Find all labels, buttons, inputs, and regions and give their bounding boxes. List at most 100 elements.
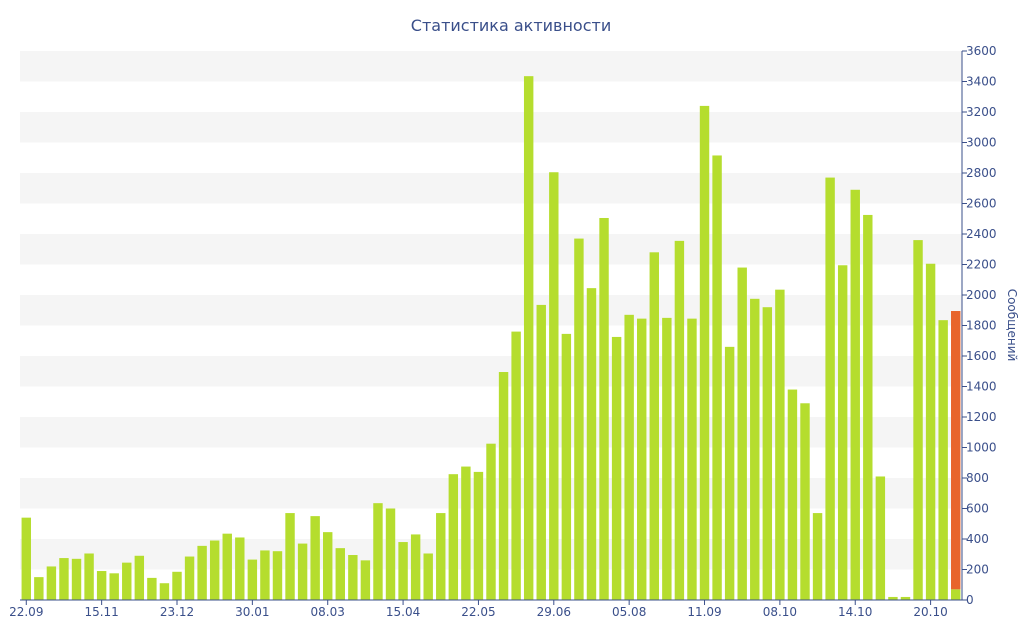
bar bbox=[486, 443, 496, 600]
y-axis-label: Сообщений bbox=[1005, 289, 1019, 362]
bar-current-base bbox=[951, 589, 961, 600]
bar bbox=[21, 517, 31, 600]
bar bbox=[888, 596, 898, 600]
bar bbox=[523, 76, 534, 601]
bar bbox=[649, 252, 659, 601]
bar bbox=[247, 559, 258, 600]
bar bbox=[825, 177, 835, 600]
bar bbox=[724, 346, 735, 600]
bar bbox=[938, 320, 948, 600]
y-tick-label: 200 bbox=[966, 563, 989, 577]
bar-current bbox=[951, 311, 961, 590]
y-tick-label: 3000 bbox=[966, 136, 997, 150]
bar bbox=[549, 172, 559, 601]
bar bbox=[310, 516, 320, 600]
bar bbox=[260, 550, 270, 600]
x-tick-label: 11.09 bbox=[687, 605, 721, 619]
bar bbox=[712, 155, 722, 600]
bars bbox=[21, 76, 961, 601]
y-tick-label: 1200 bbox=[966, 410, 997, 424]
bar bbox=[536, 304, 546, 600]
bar bbox=[461, 466, 471, 600]
bar bbox=[222, 533, 232, 600]
bar bbox=[209, 540, 220, 600]
grid-band bbox=[20, 173, 962, 204]
bar bbox=[812, 513, 823, 600]
bar bbox=[750, 298, 760, 600]
bar bbox=[800, 403, 810, 600]
bar bbox=[574, 238, 584, 600]
bar bbox=[837, 265, 848, 600]
bar bbox=[385, 508, 396, 600]
bar bbox=[335, 548, 345, 600]
bar bbox=[134, 555, 145, 600]
x-tick-label: 29.06 bbox=[537, 605, 571, 619]
y-tick-label: 1800 bbox=[966, 319, 997, 333]
y-tick-label: 2800 bbox=[966, 166, 997, 180]
y-tick-label: 3200 bbox=[966, 105, 997, 119]
y-tick-label: 2600 bbox=[966, 197, 997, 211]
bar bbox=[737, 267, 747, 600]
grid-band bbox=[20, 295, 962, 326]
bar bbox=[925, 263, 936, 600]
grid-band bbox=[20, 234, 962, 265]
y-tick-label: 1000 bbox=[966, 441, 997, 455]
y-tick-label: 600 bbox=[966, 502, 989, 516]
bar bbox=[863, 214, 873, 600]
bar bbox=[285, 513, 295, 600]
y-tick-label: 800 bbox=[966, 471, 989, 485]
bar bbox=[373, 503, 383, 600]
bar bbox=[662, 317, 672, 600]
bar bbox=[699, 105, 710, 601]
bar bbox=[498, 372, 509, 600]
bar bbox=[875, 476, 886, 600]
x-tick-label: 22.09 bbox=[9, 605, 43, 619]
bar bbox=[850, 189, 860, 600]
y-tick-label: 3600 bbox=[966, 44, 997, 58]
grid-band bbox=[20, 51, 962, 82]
x-tick-label: 05.08 bbox=[612, 605, 646, 619]
bar bbox=[586, 288, 597, 600]
y-tick-label: 1400 bbox=[966, 380, 997, 394]
bar bbox=[197, 545, 207, 600]
bar bbox=[473, 471, 484, 600]
x-tick-label: 30.01 bbox=[235, 605, 269, 619]
bar bbox=[561, 333, 572, 600]
bar bbox=[122, 562, 132, 600]
bar bbox=[398, 542, 408, 600]
bar bbox=[360, 560, 371, 600]
bar bbox=[410, 534, 421, 600]
bar bbox=[674, 240, 685, 601]
bar bbox=[624, 314, 634, 600]
y-tick-label: 2000 bbox=[966, 288, 997, 302]
bar bbox=[34, 577, 44, 600]
y-axis: 0 200 400 600 800 1000 1200 1400 1600 1800 2000 220… bbox=[961, 44, 997, 607]
bar bbox=[775, 289, 785, 600]
bar bbox=[423, 553, 433, 600]
bar bbox=[46, 566, 57, 600]
bar bbox=[913, 240, 923, 600]
grid-band bbox=[20, 112, 962, 143]
x-tick-label: 15.04 bbox=[386, 605, 420, 619]
bar bbox=[787, 389, 798, 600]
bar bbox=[184, 556, 195, 600]
x-tick-label: 08.03 bbox=[311, 605, 345, 619]
x-tick-label: 08.10 bbox=[763, 605, 797, 619]
y-tick-label: 3400 bbox=[966, 75, 997, 89]
bar bbox=[159, 583, 170, 600]
y-tick-label: 1600 bbox=[966, 349, 997, 363]
bar bbox=[687, 318, 697, 600]
x-tick-label: 14.10 bbox=[838, 605, 872, 619]
bar bbox=[235, 537, 245, 600]
bar bbox=[436, 513, 446, 600]
bar bbox=[84, 553, 94, 600]
y-tick-label: 400 bbox=[966, 532, 989, 546]
bar bbox=[109, 573, 119, 600]
bar bbox=[762, 307, 773, 600]
grid-band bbox=[20, 417, 962, 448]
bar bbox=[172, 571, 182, 600]
chart-title: Статистика активности bbox=[411, 16, 611, 35]
bar bbox=[272, 551, 283, 600]
bar bbox=[71, 558, 82, 600]
bar bbox=[96, 571, 107, 600]
